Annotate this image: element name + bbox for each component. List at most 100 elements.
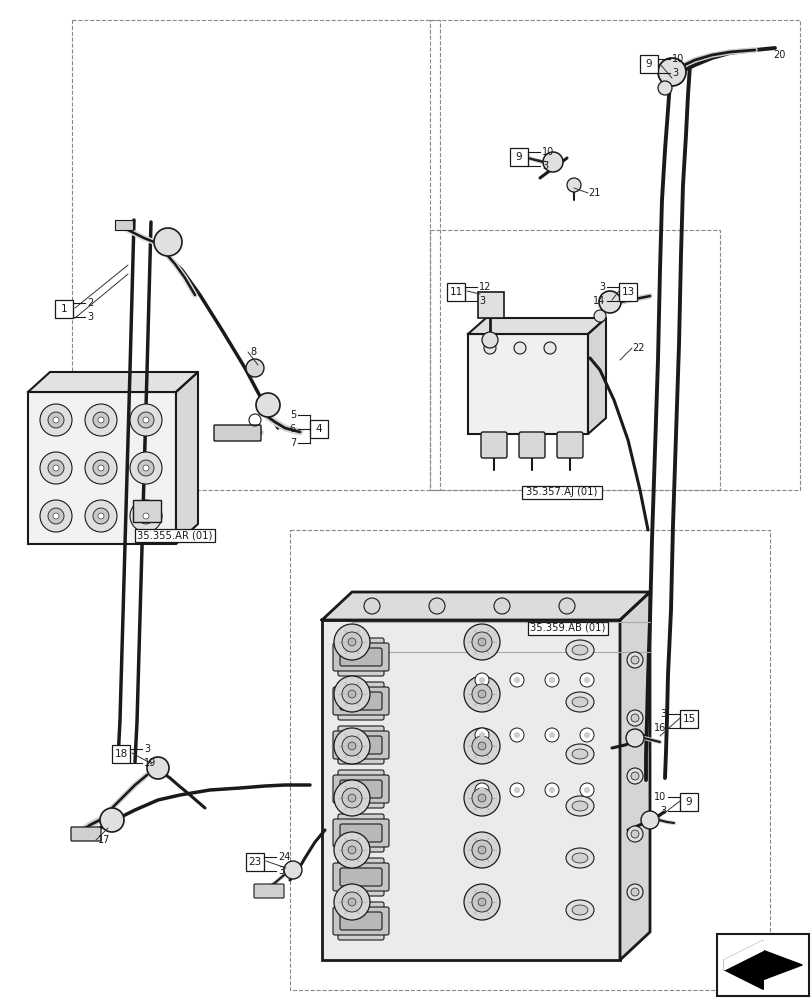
Circle shape — [333, 780, 370, 816]
FancyBboxPatch shape — [556, 432, 582, 458]
Ellipse shape — [565, 900, 594, 920]
Circle shape — [463, 780, 500, 816]
Text: 9: 9 — [684, 797, 692, 807]
Circle shape — [138, 508, 154, 524]
FancyBboxPatch shape — [340, 648, 381, 666]
FancyBboxPatch shape — [333, 687, 388, 715]
Circle shape — [543, 342, 556, 354]
FancyBboxPatch shape — [71, 827, 101, 841]
FancyBboxPatch shape — [214, 425, 260, 441]
Circle shape — [341, 684, 362, 704]
Circle shape — [579, 728, 594, 742]
Circle shape — [509, 673, 523, 687]
Circle shape — [348, 898, 355, 906]
Circle shape — [341, 736, 362, 756]
Text: 35.357.AJ (01): 35.357.AJ (01) — [526, 487, 597, 497]
FancyBboxPatch shape — [518, 432, 544, 458]
Circle shape — [48, 508, 64, 524]
Text: 3: 3 — [478, 296, 484, 306]
Bar — [112, 745, 130, 763]
Circle shape — [630, 830, 638, 838]
FancyBboxPatch shape — [340, 868, 381, 886]
Bar — [310, 420, 328, 438]
Text: 7: 7 — [290, 438, 296, 448]
Circle shape — [474, 673, 488, 687]
Circle shape — [333, 624, 370, 660]
Circle shape — [544, 783, 558, 797]
FancyBboxPatch shape — [340, 736, 381, 754]
Circle shape — [130, 404, 162, 436]
FancyBboxPatch shape — [337, 814, 384, 852]
FancyBboxPatch shape — [337, 858, 384, 896]
Circle shape — [98, 465, 104, 471]
Bar — [115, 220, 133, 230]
FancyBboxPatch shape — [337, 902, 384, 940]
Circle shape — [493, 598, 509, 614]
Circle shape — [626, 710, 642, 726]
Circle shape — [363, 598, 380, 614]
Text: 6: 6 — [290, 424, 296, 434]
Text: 21: 21 — [587, 188, 599, 198]
Circle shape — [509, 783, 523, 797]
Circle shape — [40, 452, 72, 484]
Circle shape — [478, 846, 486, 854]
Circle shape — [428, 598, 444, 614]
FancyBboxPatch shape — [340, 824, 381, 842]
Circle shape — [333, 728, 370, 764]
Circle shape — [471, 892, 491, 912]
Circle shape — [85, 452, 117, 484]
Circle shape — [93, 460, 109, 476]
Circle shape — [333, 832, 370, 868]
Polygon shape — [322, 592, 649, 620]
Circle shape — [85, 404, 117, 436]
Circle shape — [348, 742, 355, 750]
Bar — [55, 300, 73, 318]
Circle shape — [599, 291, 620, 313]
Circle shape — [341, 632, 362, 652]
Circle shape — [284, 861, 302, 879]
Circle shape — [471, 788, 491, 808]
Circle shape — [98, 513, 104, 519]
Text: 3: 3 — [672, 68, 677, 78]
Circle shape — [100, 808, 124, 832]
Circle shape — [579, 673, 594, 687]
Ellipse shape — [565, 744, 594, 764]
Bar — [246, 853, 264, 871]
Ellipse shape — [565, 640, 594, 660]
Text: 3: 3 — [541, 161, 547, 171]
Ellipse shape — [571, 697, 587, 707]
Circle shape — [630, 656, 638, 664]
FancyBboxPatch shape — [337, 682, 384, 720]
Circle shape — [630, 714, 638, 722]
Circle shape — [98, 417, 104, 423]
Text: 19: 19 — [144, 758, 156, 768]
Circle shape — [333, 676, 370, 712]
Circle shape — [482, 332, 497, 348]
Circle shape — [130, 500, 162, 532]
Circle shape — [544, 673, 558, 687]
Circle shape — [341, 892, 362, 912]
Text: 35.355.AR (01): 35.355.AR (01) — [137, 530, 212, 540]
Circle shape — [255, 393, 280, 417]
Ellipse shape — [565, 848, 594, 868]
Polygon shape — [176, 372, 198, 544]
FancyBboxPatch shape — [333, 863, 388, 891]
Bar — [679, 793, 697, 811]
Bar — [521, 486, 602, 498]
Bar — [639, 55, 657, 73]
Text: 3: 3 — [659, 806, 665, 816]
Circle shape — [147, 757, 169, 779]
Bar — [478, 292, 504, 318]
Circle shape — [509, 728, 523, 742]
Text: 3: 3 — [277, 866, 284, 876]
Circle shape — [583, 677, 590, 683]
Circle shape — [566, 178, 581, 192]
FancyBboxPatch shape — [333, 731, 388, 759]
Circle shape — [626, 652, 642, 668]
Circle shape — [143, 513, 148, 519]
Circle shape — [594, 310, 605, 322]
Circle shape — [341, 788, 362, 808]
Circle shape — [626, 768, 642, 784]
Bar — [446, 283, 465, 301]
Circle shape — [471, 684, 491, 704]
